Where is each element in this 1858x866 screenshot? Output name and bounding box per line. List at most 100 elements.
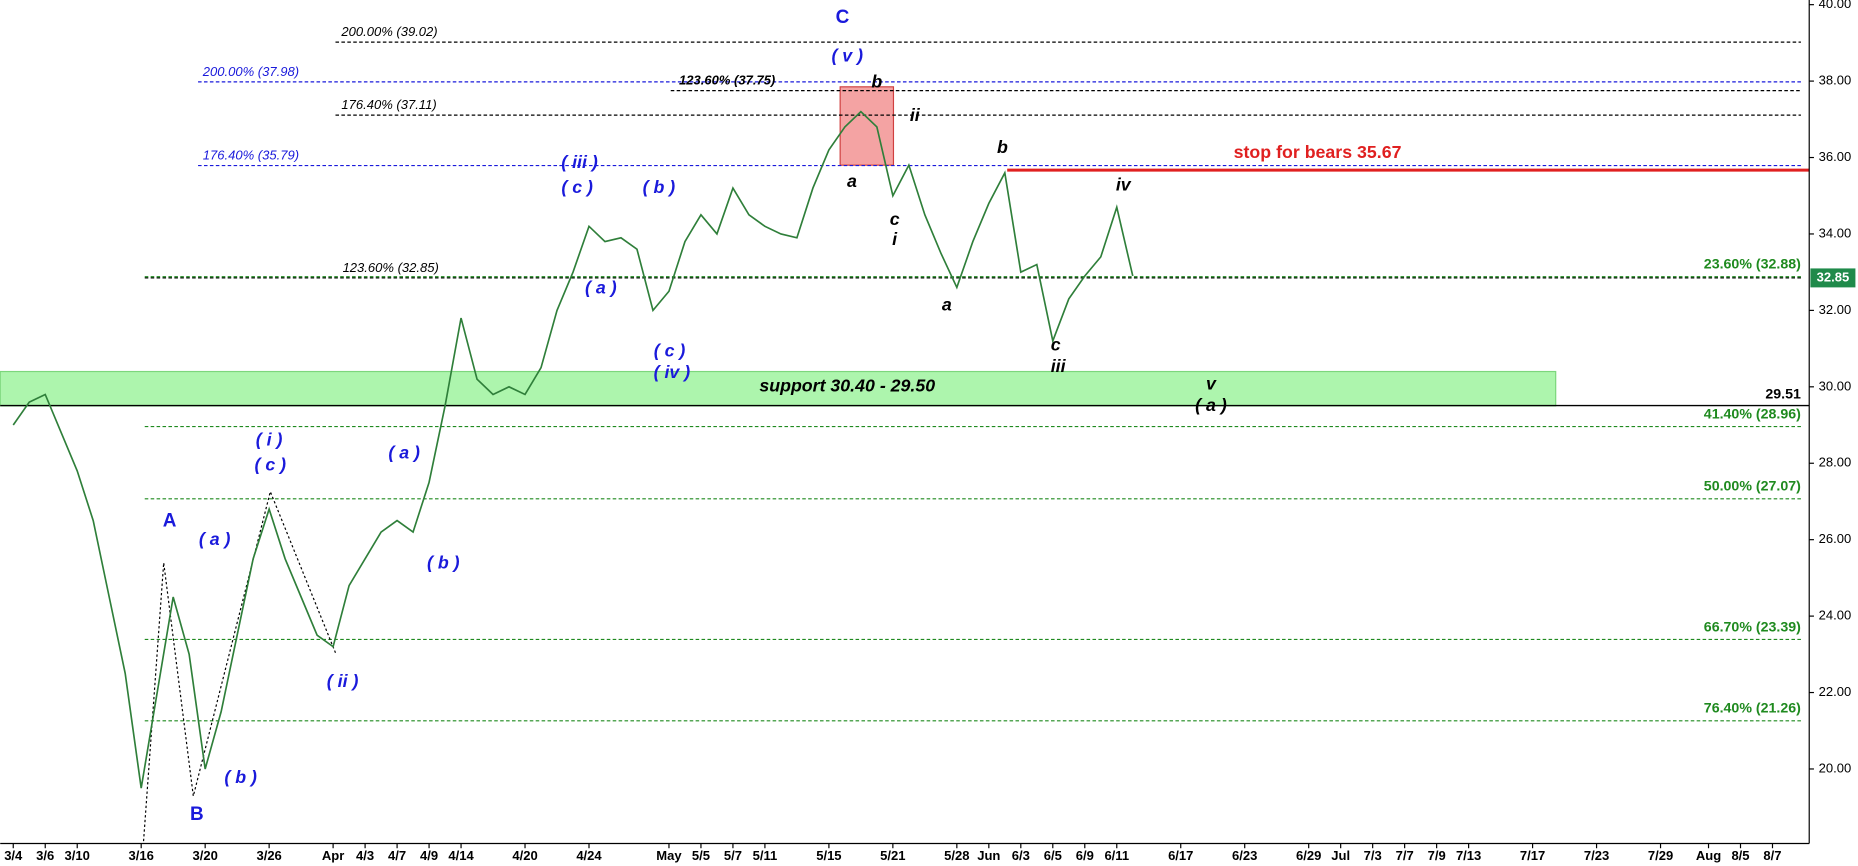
x-tick-label: 3/10 (65, 848, 90, 863)
wave-label: ( a ) (1195, 395, 1227, 415)
wave-label: ii (910, 105, 921, 125)
price-tag (1810, 268, 1856, 288)
x-tick-label: 6/11 (1104, 848, 1129, 863)
wave-label: ( a ) (388, 442, 420, 462)
x-tick-label: 5/15 (816, 848, 841, 863)
x-tick-label: Apr (322, 848, 344, 863)
wave-label: ( v ) (831, 46, 863, 66)
y-tick-label: 30.00 (1819, 378, 1852, 393)
x-tick-label: May (656, 848, 682, 863)
x-tick-label: 5/5 (692, 848, 710, 863)
wave-label: ( c ) (561, 177, 593, 197)
level-label: 176.40% (37.11) (341, 97, 436, 112)
wave-label: ( b ) (643, 177, 676, 197)
x-tick-label: 4/20 (512, 848, 537, 863)
level-label: 176.40% (35.79) (203, 148, 299, 163)
wave-label: c (1051, 335, 1061, 355)
y-tick-label: 38.00 (1819, 73, 1852, 88)
x-tick-label: 6/5 (1044, 848, 1062, 863)
level-label: 66.70% (23.39) (1704, 619, 1801, 635)
x-tick-label: 3/20 (192, 848, 217, 863)
wave-label: ( i ) (256, 429, 283, 449)
y-tick-label: 24.00 (1819, 608, 1852, 623)
x-tick-label: 5/11 (753, 848, 778, 863)
x-tick-label: 6/23 (1232, 848, 1257, 863)
level-label: 123.60% (37.75) (679, 73, 775, 88)
x-tick-label: 3/16 (129, 848, 154, 863)
x-tick-label: 5/7 (724, 848, 742, 863)
support-zone (0, 370, 1557, 407)
wave-label: ( iii ) (561, 152, 598, 172)
x-tick-label: 7/13 (1456, 848, 1481, 863)
y-tick-label: 34.00 (1819, 225, 1852, 240)
wave-label: i (892, 229, 898, 249)
wave-label: ( b ) (427, 553, 460, 573)
level-label: 200.00% (37.98) (202, 64, 299, 79)
x-tick-label: 7/3 (1364, 848, 1382, 863)
y-tick-label: 20.00 (1819, 760, 1852, 775)
wave-label: a (942, 294, 952, 314)
x-tick-label: 7/23 (1584, 848, 1609, 863)
x-tick-label: Jul (1331, 848, 1350, 863)
x-tick-label: 7/7 (1396, 848, 1414, 863)
wave-label: ( ii ) (327, 671, 359, 691)
y-tick-label: 40.00 (1819, 0, 1852, 11)
stop-label: stop for bears 35.67 (1234, 142, 1402, 162)
level-label: 41.40% (28.96) (1704, 406, 1801, 422)
wave-label: c (890, 209, 900, 229)
x-tick-label: 3/6 (36, 848, 54, 863)
level-label: 76.40% (21.26) (1704, 701, 1801, 717)
wave-label: iii (1051, 356, 1067, 376)
wave-label: a (847, 171, 857, 191)
wave-label: v (1206, 374, 1217, 394)
x-tick-label: 8/7 (1763, 848, 1781, 863)
y-tick-label: 28.00 (1819, 455, 1852, 470)
support-line-label: 29.51 (1765, 387, 1801, 403)
wave-label: A (163, 510, 177, 531)
support-label: support 30.40 - 29.50 (759, 376, 935, 396)
level-label: 23.60% (32.88) (1704, 257, 1801, 273)
x-tick-label: 7/9 (1428, 848, 1446, 863)
x-tick-label: 5/21 (880, 848, 905, 863)
wave-label: ( b ) (224, 767, 257, 787)
x-tick-label: 6/3 (1012, 848, 1030, 863)
wave-label: ( iv ) (654, 362, 691, 382)
y-tick-label: 32.00 (1819, 302, 1852, 317)
y-tick-label: 26.00 (1819, 531, 1852, 546)
level-label: 50.00% (27.07) (1704, 479, 1801, 495)
x-tick-label: Jun (977, 848, 1000, 863)
x-tick-label: 7/17 (1520, 848, 1545, 863)
price-tag-label: 32.85 (1817, 269, 1850, 284)
price-line (12, 110, 1134, 789)
x-tick-label: 3/26 (256, 848, 281, 863)
x-tick-label: 6/17 (1168, 848, 1193, 863)
wave-label: ( a ) (199, 529, 231, 549)
x-tick-label: 4/3 (356, 848, 374, 863)
wave-label: C (836, 7, 850, 28)
x-tick-label: 4/24 (576, 848, 602, 863)
y-tick-label: 22.00 (1819, 684, 1852, 699)
x-tick-label: 4/14 (448, 848, 474, 863)
x-tick-label: 4/7 (388, 848, 406, 863)
x-tick-label: 6/9 (1076, 848, 1094, 863)
x-tick-label: 3/4 (4, 848, 23, 863)
level-label: 200.00% (39.02) (340, 24, 437, 39)
wave-label: ( c ) (654, 341, 686, 361)
level-label: 123.60% (32.85) (343, 260, 439, 275)
y-tick-label: 36.00 (1819, 149, 1852, 164)
wave-label: b (871, 72, 882, 92)
wave-guide (142, 489, 337, 842)
x-tick-label: 6/29 (1296, 848, 1321, 863)
wave-label: ( c ) (255, 454, 287, 474)
x-tick-label: 4/9 (420, 848, 438, 863)
wave-label: B (190, 804, 204, 825)
x-tick-label: Aug (1696, 848, 1721, 863)
x-tick-label: 5/28 (944, 848, 969, 863)
x-tick-label: 7/29 (1648, 848, 1673, 863)
wave-label: ( a ) (585, 278, 617, 298)
box (839, 86, 895, 166)
wave-label: b (997, 137, 1008, 157)
x-tick-label: 8/5 (1731, 848, 1749, 863)
wave-label: iv (1116, 175, 1132, 195)
